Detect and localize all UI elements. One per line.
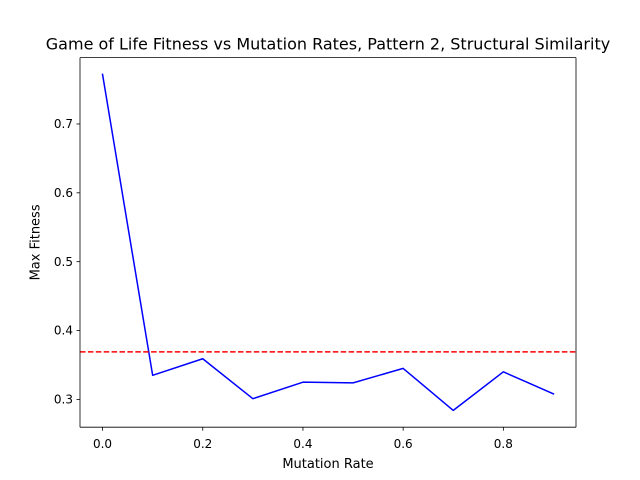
axes-frame [79, 57, 577, 428]
y-tick-label: 0.4 [54, 324, 73, 338]
x-axis-label: Mutation Rate [282, 457, 373, 472]
x-tick-label: 0.6 [394, 437, 413, 451]
y-tick-label: 0.3 [54, 393, 73, 407]
y-axis-label: Max Fitness [29, 204, 44, 280]
y-tick-label: 0.5 [54, 255, 73, 269]
y-tick-label: 0.6 [54, 186, 73, 200]
chart-title: Game of Life Fitness vs Mutation Rates, … [46, 35, 610, 54]
x-tick-label: 0.2 [193, 437, 212, 451]
x-tick-label: 0.0 [93, 437, 112, 451]
tick-layer: 0.0 0.2 0.4 0.6 0.8 0.3 0.4 0.5 0.6 0.7 [54, 117, 513, 451]
y-tick-label: 0.7 [54, 117, 73, 131]
x-tick-label: 0.8 [494, 437, 513, 451]
x-tick-label: 0.4 [293, 437, 312, 451]
fitness-series-line [101, 73, 555, 412]
plot-area [80, 57, 576, 428]
